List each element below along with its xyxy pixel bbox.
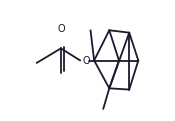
Text: O: O — [82, 56, 90, 65]
Text: O: O — [57, 24, 65, 34]
